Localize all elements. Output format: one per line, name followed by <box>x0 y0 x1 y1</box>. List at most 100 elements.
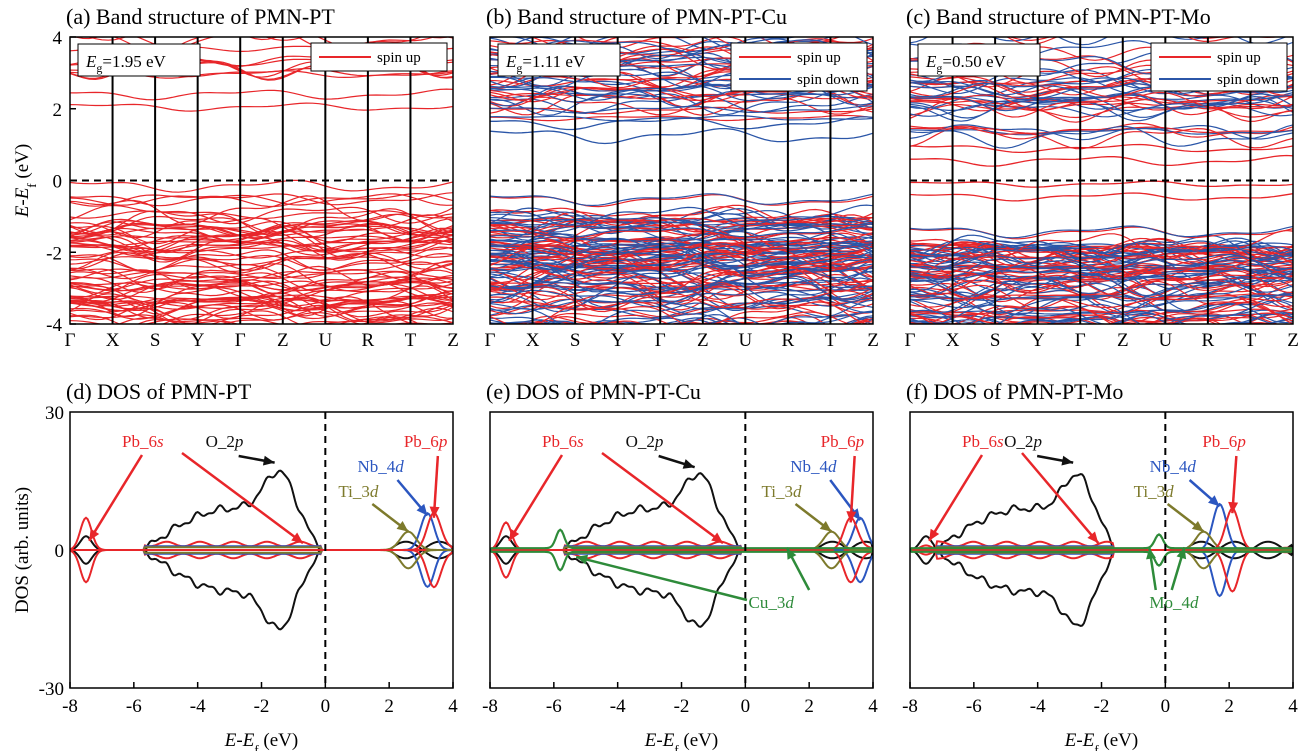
band-line <box>490 328 873 348</box>
y-tick-label: 2 <box>53 100 63 121</box>
arrow-head <box>1146 547 1156 560</box>
x-tick-label: Γ <box>655 330 666 351</box>
x-tick-label: S <box>990 330 1001 351</box>
legend-frame <box>730 42 868 92</box>
band-line <box>490 332 873 352</box>
legend: spin up <box>310 42 448 72</box>
band-line <box>490 28 873 35</box>
band-line <box>1228 322 1250 324</box>
band-line <box>490 327 873 347</box>
band-line <box>910 300 1293 324</box>
band-line <box>910 270 1293 294</box>
arrow-head <box>509 528 520 541</box>
band-line <box>490 92 873 100</box>
x-tick-label: Z <box>447 330 459 351</box>
x-tick-label: T <box>405 330 417 351</box>
band-line <box>910 333 1293 353</box>
arrow-head <box>291 532 303 544</box>
band-line <box>490 330 873 351</box>
band-line <box>490 253 873 271</box>
label-dopant: Mo_4d <box>1149 593 1199 612</box>
dos-ti3d-up <box>70 530 453 551</box>
band-line <box>70 256 453 266</box>
axis-label: E-Ef (eV) <box>224 730 298 751</box>
band-line <box>490 232 873 251</box>
band-line <box>70 290 453 315</box>
band-line <box>910 91 1293 111</box>
band-line <box>910 348 1293 364</box>
band-line <box>910 355 1293 365</box>
axis-label: DOS (arb. units) <box>12 487 33 613</box>
band-line <box>70 235 453 244</box>
x-tick-label: Z <box>1287 330 1299 351</box>
band-lines <box>490 28 873 352</box>
legend-entry: spin up <box>1217 50 1261 66</box>
band-line <box>910 352 1293 381</box>
band-line <box>910 309 1293 323</box>
label-pb6p: Pb_6p <box>821 432 864 451</box>
y-tick-label: 4 <box>53 28 63 49</box>
band-line <box>910 237 1293 263</box>
band-line <box>73 37 451 41</box>
band-line <box>811 323 819 324</box>
x-tick-label: T <box>1245 330 1257 351</box>
band-line <box>490 299 873 324</box>
band-line <box>490 193 873 207</box>
dos-pb6p-up <box>490 516 873 551</box>
band-line <box>70 218 453 245</box>
band-line <box>490 258 873 277</box>
panel-title: (a) Band structure of PMN-PT <box>66 4 335 29</box>
band-line <box>70 307 453 324</box>
band-line <box>910 312 1293 324</box>
x-tick-label: 0 <box>321 696 331 717</box>
band-gap-label: Eg=1.11 eV <box>505 52 586 75</box>
band-line <box>70 297 453 324</box>
band-line <box>910 293 1293 314</box>
band-line <box>910 351 1293 361</box>
legend: spin up spin down <box>1150 42 1288 92</box>
x-tick-label: 2 <box>804 696 814 717</box>
band-line <box>910 301 1293 324</box>
x-tick-label: 0 <box>741 696 751 717</box>
band-line <box>804 323 816 324</box>
x-tick-label: Z <box>277 330 289 351</box>
band-line <box>70 269 453 294</box>
band-line <box>70 102 453 112</box>
x-tick-label: R <box>1202 330 1215 351</box>
dos-curves <box>490 472 873 628</box>
band-panel-2: (b) Band structure of PMN-PT-Cu Γ X S Y Γ Z U R T… <box>485 4 879 352</box>
label-ti3d: Ti_3d <box>338 482 379 501</box>
axis-label: E-Ef (eV) <box>644 730 718 751</box>
band-line <box>910 336 1293 364</box>
band-line <box>910 358 1293 372</box>
band-line <box>490 313 873 324</box>
x-tick-label: Γ <box>65 330 76 351</box>
band-line <box>541 314 827 324</box>
band-line <box>910 351 1293 369</box>
x-tick-label: -2 <box>674 696 690 717</box>
annotation-arrow <box>575 555 748 602</box>
arrow-head <box>846 511 857 523</box>
band-line <box>910 249 1293 259</box>
band-line <box>910 330 1293 336</box>
band-line <box>490 105 873 114</box>
band-line <box>910 180 1293 188</box>
gap-box-frame <box>917 43 1041 77</box>
band-line <box>910 327 1293 334</box>
band-line <box>910 353 1293 374</box>
x-tick-label: -8 <box>902 696 918 717</box>
plot-frame <box>909 36 1294 325</box>
band-line <box>70 268 453 283</box>
gap-box-frame <box>77 43 201 77</box>
dos-nb4d-down <box>490 549 873 584</box>
y-tick-label: -2 <box>46 243 62 264</box>
band-line <box>910 346 1293 364</box>
x-tick-label: U <box>318 330 332 351</box>
band-line <box>910 350 1293 372</box>
x-tick-label: -2 <box>1094 696 1110 717</box>
x-tick-label: S <box>150 330 161 351</box>
band-line <box>490 83 873 103</box>
y-tick-label: -4 <box>46 315 62 336</box>
y-tick-label: 0 <box>55 541 65 562</box>
arrow-head <box>1228 501 1239 514</box>
